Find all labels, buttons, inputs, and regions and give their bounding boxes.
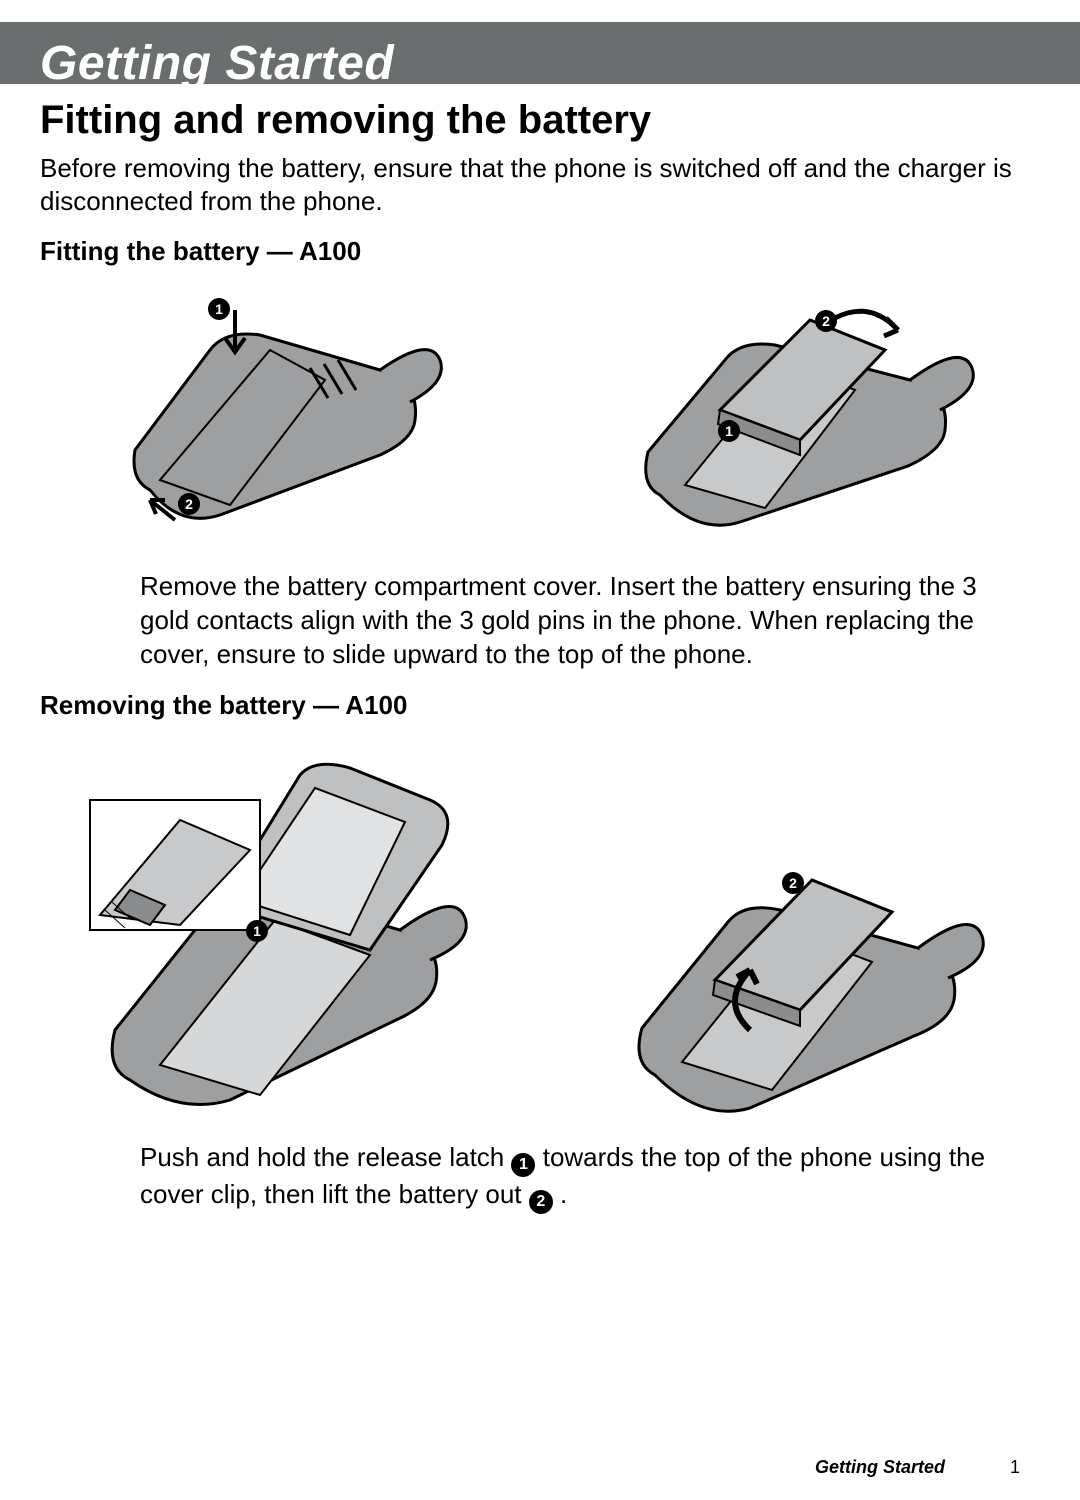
- phone-battery-lift-illustration: [600, 830, 1010, 1130]
- footer: Getting Started 1: [815, 1457, 1020, 1478]
- intro-text: Before removing the battery, ensure that…: [40, 152, 1040, 217]
- inline-callout-2-icon: 2: [529, 1190, 553, 1214]
- callout-1-icon: 1: [246, 920, 268, 942]
- fitting-figures: 1 2 1 2: [80, 290, 1000, 570]
- removing-desc: Push and hold the release latch 1 toward…: [140, 1140, 1020, 1214]
- fitting-desc: Remove the battery compartment cover. In…: [140, 570, 1020, 671]
- removing-fig-2: 2: [600, 830, 1010, 1130]
- banner-title: Getting Started: [40, 36, 394, 91]
- manual-page: Getting Started Fitting and removing the…: [0, 0, 1080, 1500]
- removing-figures: 1 2: [70, 750, 1010, 1130]
- section-title: Fitting and removing the battery: [40, 98, 651, 143]
- fitting-heading: Fitting the battery — A100: [40, 236, 361, 267]
- fitting-fig-2: 1 2: [600, 290, 1000, 550]
- banner: Getting Started: [0, 22, 1080, 84]
- removing-fig-1: 1: [70, 760, 490, 1130]
- footer-page: 1: [1010, 1457, 1020, 1477]
- callout-2-icon: 2: [782, 872, 804, 894]
- callout-1-icon: 1: [208, 298, 230, 320]
- phone-cover-illustration: [80, 290, 460, 550]
- removing-desc-post: .: [560, 1179, 567, 1209]
- callout-2-icon: 2: [815, 310, 837, 332]
- fitting-fig-1: 1 2: [80, 290, 460, 550]
- callout-1-icon: 1: [718, 420, 740, 442]
- removing-desc-pre: Push and hold the release latch: [140, 1142, 511, 1172]
- phone-open-latch-illustration: [70, 760, 490, 1130]
- callout-2-icon: 2: [178, 493, 200, 515]
- footer-label: Getting Started: [815, 1457, 945, 1477]
- phone-battery-insert-illustration: [600, 290, 1000, 550]
- removing-heading: Removing the battery — A100: [40, 690, 407, 721]
- inline-callout-1-icon: 1: [511, 1153, 535, 1177]
